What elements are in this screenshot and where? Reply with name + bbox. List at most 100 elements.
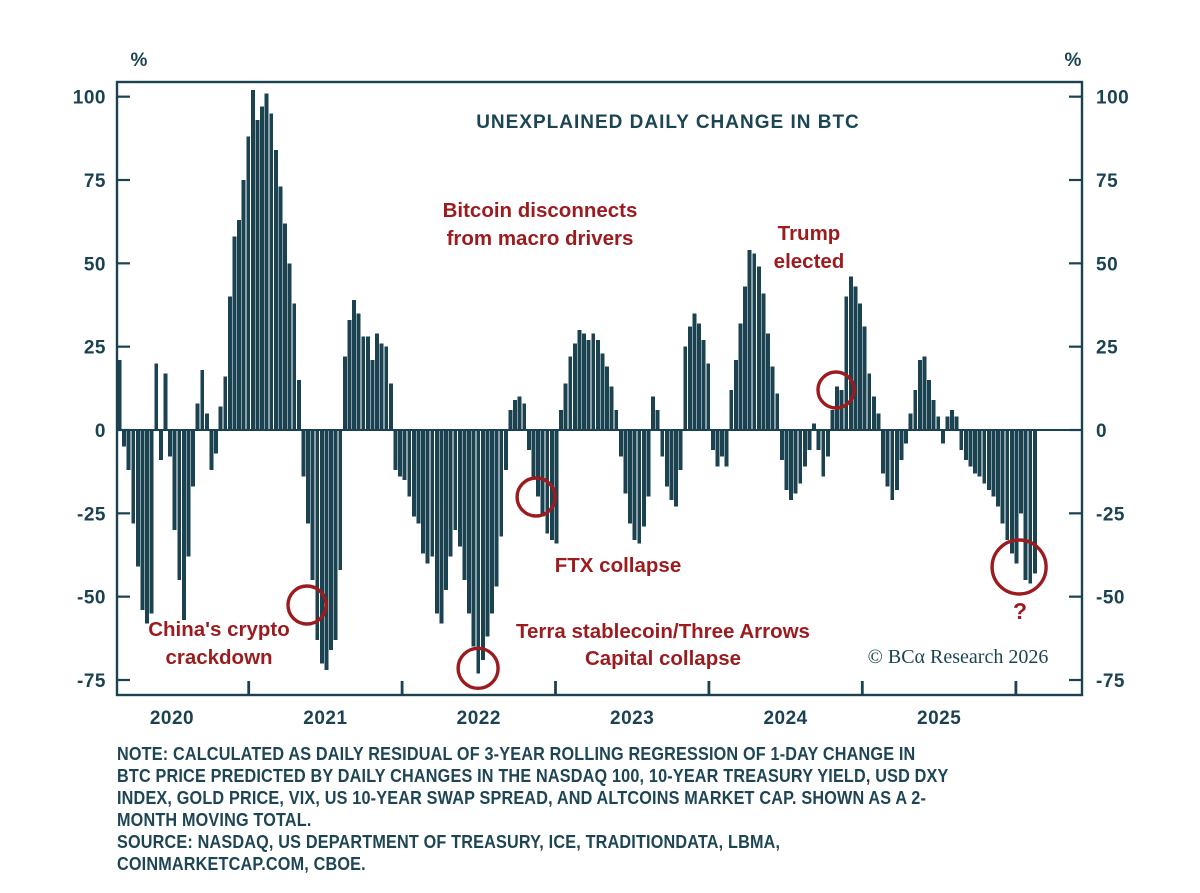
bar (140, 430, 145, 610)
bar (149, 430, 154, 614)
bar (1028, 430, 1033, 584)
bar (747, 250, 752, 430)
bar (991, 430, 996, 497)
bar (618, 430, 623, 457)
bar (315, 430, 320, 640)
bar (669, 430, 674, 500)
bar (899, 430, 904, 460)
bar (825, 430, 830, 457)
bar (158, 430, 163, 460)
bar (950, 410, 954, 430)
bar (793, 430, 798, 494)
bar (480, 430, 485, 660)
y-tick-label-right: 25 (1096, 338, 1118, 359)
bar (821, 430, 826, 477)
bar (894, 430, 899, 490)
bar (779, 430, 784, 460)
bar (398, 430, 402, 477)
y-tick-label-right: 0 (1096, 421, 1107, 442)
bar (370, 360, 375, 430)
bar (379, 343, 384, 430)
bar (697, 323, 701, 430)
bar (816, 430, 821, 450)
bar (292, 303, 297, 430)
bar (476, 430, 481, 674)
bar (163, 373, 168, 430)
bar (559, 410, 563, 430)
bar (1019, 430, 1023, 514)
bar (508, 410, 513, 430)
bar (540, 430, 545, 517)
bar (982, 430, 987, 484)
bar (1005, 430, 1010, 540)
bar (131, 430, 136, 524)
bar (936, 416, 941, 430)
y-tick-label-left: 0 (95, 421, 106, 442)
bar (232, 236, 237, 430)
bar (421, 430, 425, 554)
bar (402, 430, 407, 480)
x-year-label: 2023 (610, 708, 654, 729)
bar (457, 430, 462, 547)
bar (660, 430, 665, 457)
bar (453, 430, 458, 530)
bar (968, 430, 973, 467)
note-line: SOURCE: NASDAQ, US DEPARTMENT OF TREASUR… (117, 832, 781, 852)
bar (963, 430, 968, 460)
bar (839, 390, 844, 430)
bar (283, 223, 287, 430)
copyright-watermark: © BCα Research 2026 (867, 646, 1049, 668)
bar (710, 430, 715, 450)
bar (931, 400, 936, 430)
bar (168, 430, 172, 457)
bar (844, 296, 849, 430)
event-circle-china-crackdown (286, 584, 328, 626)
bar (365, 336, 370, 430)
bar (531, 430, 536, 477)
bar (407, 430, 412, 497)
bar (356, 313, 361, 430)
bar (191, 430, 195, 487)
bar (342, 356, 347, 430)
bar (434, 430, 439, 614)
bar (752, 253, 757, 430)
bar (784, 430, 789, 490)
y-tick-label-left: 50 (84, 254, 106, 275)
bar (807, 430, 812, 450)
bar (678, 430, 683, 470)
bar (1032, 430, 1037, 574)
bar (154, 363, 159, 430)
bar (701, 340, 706, 430)
bar (609, 386, 614, 430)
bar (145, 430, 149, 624)
bar (862, 326, 867, 430)
bar (200, 370, 205, 430)
x-year-label: 2022 (457, 708, 501, 729)
bar (738, 323, 743, 430)
bar (881, 430, 885, 474)
bar (568, 356, 573, 430)
bar (637, 430, 642, 544)
bar (329, 430, 333, 650)
bar (117, 360, 122, 430)
bar (871, 396, 876, 430)
bar (250, 90, 255, 430)
bar (223, 376, 228, 430)
bar (467, 430, 471, 614)
bar (646, 430, 651, 497)
bar (186, 430, 191, 557)
bar (724, 430, 729, 467)
plot-border (115, 80, 1084, 697)
bar (885, 430, 890, 487)
bar (260, 106, 264, 430)
note-line: BTC PRICE PREDICTED BY DAILY CHANGES IN … (117, 766, 949, 786)
bar (172, 430, 177, 530)
bar (1009, 430, 1014, 554)
event-circle-terra-collapse (456, 646, 500, 690)
bar (582, 333, 586, 430)
bar (269, 113, 274, 431)
bar (996, 430, 1000, 507)
bar (945, 416, 950, 430)
